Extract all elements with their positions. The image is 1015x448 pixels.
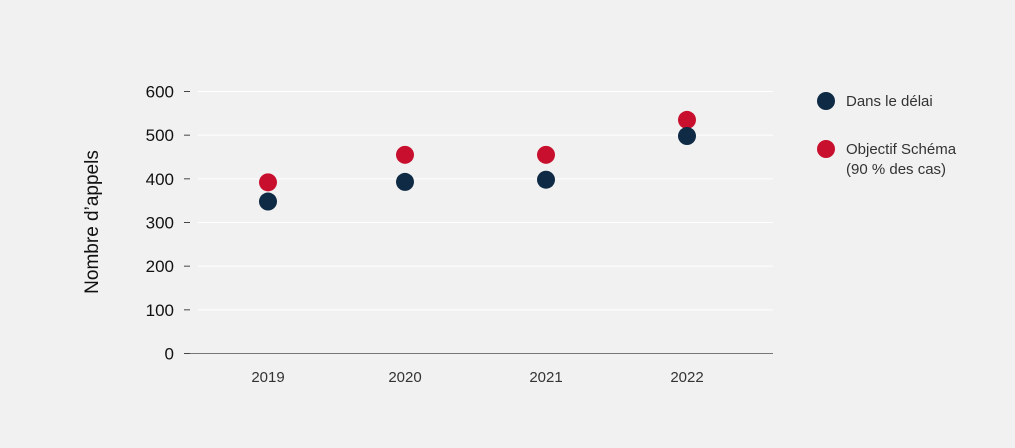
legend-label: Dans le délai bbox=[846, 93, 933, 110]
data-point bbox=[259, 173, 277, 192]
data-point bbox=[537, 145, 555, 164]
legend-item: Objectif Schéma (90 % des cas) bbox=[817, 140, 957, 178]
data-point bbox=[396, 172, 414, 191]
y-tick-label: 300 bbox=[146, 214, 174, 233]
legend: Dans le délai Objectif Schéma (90 % des ca… bbox=[817, 92, 957, 178]
data-point bbox=[678, 110, 696, 129]
y-tick-label: 100 bbox=[146, 301, 174, 320]
gridlines bbox=[198, 91, 773, 311]
data-point bbox=[537, 170, 555, 189]
y-tick-label: 200 bbox=[146, 257, 174, 276]
legend-marker bbox=[817, 92, 835, 110]
y-axis-label: Nombre d’appels bbox=[82, 150, 103, 294]
y-tick-label: 400 bbox=[146, 170, 174, 189]
legend-marker bbox=[817, 140, 835, 158]
x-tick-label: 2022 bbox=[670, 369, 703, 386]
legend-label: (90 % des cas) bbox=[846, 161, 946, 178]
legend-item: Dans le délai bbox=[817, 92, 933, 110]
data-point bbox=[396, 145, 414, 164]
data-points bbox=[259, 110, 696, 211]
axes: 0 100 200 300 400 500 600 2019 2020 2021 2022 bbox=[146, 83, 773, 386]
y-tick-label: 0 bbox=[165, 345, 174, 364]
x-tick-label: 2021 bbox=[529, 369, 562, 386]
legend-label: Objectif Schéma bbox=[846, 141, 957, 158]
y-tick-label: 600 bbox=[146, 83, 174, 102]
data-point bbox=[259, 192, 277, 211]
data-point bbox=[678, 127, 696, 146]
x-tick-label: 2019 bbox=[251, 369, 284, 386]
y-tick-label: 500 bbox=[146, 126, 174, 145]
x-tick-label: 2020 bbox=[388, 369, 421, 386]
